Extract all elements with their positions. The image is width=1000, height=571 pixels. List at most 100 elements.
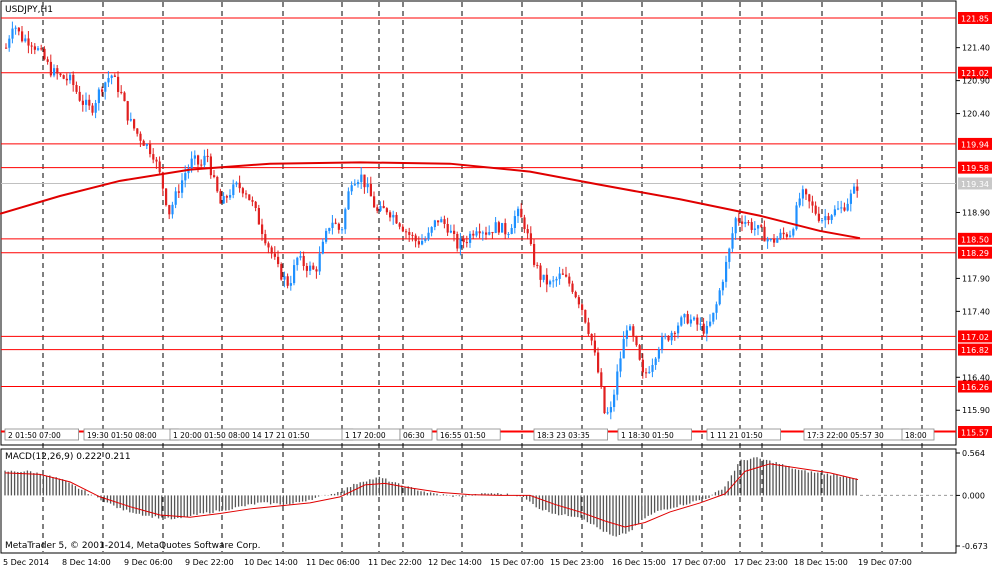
time-axis-label: 10 Dec 14:00 <box>244 558 298 567</box>
candle-body <box>27 38 30 46</box>
candle-body <box>581 304 584 310</box>
candle-body <box>49 61 52 76</box>
level-price-tag <box>958 232 992 245</box>
candle-body <box>603 386 606 414</box>
macd-tick-label: 0.564 <box>962 449 985 458</box>
candle-body <box>840 207 843 209</box>
candle-body <box>129 119 132 121</box>
candle-body <box>814 205 817 214</box>
candle-body <box>145 144 148 146</box>
candle-body <box>357 182 360 185</box>
candle-body <box>59 73 62 76</box>
candle-body <box>443 219 446 224</box>
candle-body <box>216 176 219 192</box>
price-tick-label: 116.40 <box>962 373 990 382</box>
event-marker-box <box>4 428 79 441</box>
candle-body <box>241 188 244 194</box>
level-price-tag <box>958 12 992 24</box>
event-marker-label: 17:3 22:00 05:57 30 <box>807 431 884 440</box>
event-marker-label: 1 11 21 01:50 <box>710 431 763 440</box>
candle-body <box>341 229 344 231</box>
candle-body <box>654 358 657 365</box>
candle-body <box>136 128 139 134</box>
candle-body <box>449 230 452 233</box>
price-tag-label: 118.50 <box>961 235 989 244</box>
candle-body <box>94 103 97 113</box>
candle-body <box>392 214 395 218</box>
candle-body <box>200 164 203 166</box>
candle-body <box>235 182 238 185</box>
candle-body <box>680 317 683 326</box>
candle-body <box>485 232 488 235</box>
candle-body <box>107 77 110 83</box>
time-axis-label: 12 Dec 14:00 <box>428 558 482 567</box>
candle-body <box>75 85 78 92</box>
candle-body <box>8 38 11 48</box>
candle-body <box>488 232 491 235</box>
candle-body <box>197 155 200 165</box>
time-axis-label: 15 Dec 07:00 <box>490 558 544 567</box>
event-marker-label: 18:3 23 03:35 <box>537 431 590 440</box>
candle-body <box>88 99 91 106</box>
candle-body <box>645 372 648 374</box>
candle-body <box>344 209 347 230</box>
macd-label: MACD(12,26,9) 0.222 0.211 <box>5 452 131 462</box>
candle-body <box>174 191 177 205</box>
candle-body <box>801 189 804 199</box>
candle-body <box>517 208 520 217</box>
candle-body <box>622 338 625 359</box>
candle-body <box>465 242 468 244</box>
candle-body <box>395 214 398 224</box>
candle-body <box>97 89 100 104</box>
candle-body <box>561 273 564 275</box>
candle-body <box>673 332 676 334</box>
event-marker-label: 1 18:30 01:50 <box>621 431 674 440</box>
candle-body <box>741 221 744 224</box>
candle-body <box>552 280 555 282</box>
candle-body <box>753 228 756 230</box>
candle-body <box>683 314 686 318</box>
candle-body <box>734 218 737 234</box>
candle-body <box>501 223 504 233</box>
candle-body <box>248 194 251 201</box>
candle-body <box>264 234 267 244</box>
price-tick-label: 117.40 <box>962 307 990 316</box>
candle-body <box>699 323 702 325</box>
level-price-tag <box>958 246 992 259</box>
candle-body <box>715 304 718 313</box>
candle-body <box>545 274 548 285</box>
candle-body <box>139 133 142 141</box>
candle-body <box>161 172 164 189</box>
candle-body <box>757 225 760 229</box>
candle-body <box>763 226 766 242</box>
price-tick-label: 121.40 <box>962 44 990 53</box>
candle-body <box>462 238 465 243</box>
candle-body <box>712 312 715 322</box>
time-axis-label: 11 Dec 22:00 <box>368 558 422 567</box>
current-price-tag <box>958 177 992 190</box>
candle-body <box>382 206 385 209</box>
candle-body <box>350 185 353 192</box>
level-price-tag <box>958 137 992 150</box>
candle-body <box>702 323 705 334</box>
candle-body <box>613 394 616 408</box>
candle-body <box>725 261 728 282</box>
candle-body <box>718 290 721 305</box>
candle-body <box>193 155 196 159</box>
candle-body <box>459 238 462 249</box>
price-tag-label: 119.94 <box>961 140 989 149</box>
candle-body <box>440 219 443 223</box>
candle-body <box>283 276 286 280</box>
candle-body <box>539 265 542 280</box>
candle-body <box>56 68 59 74</box>
candle-body <box>190 158 193 169</box>
candle-body <box>766 239 769 242</box>
candle-body <box>273 253 276 257</box>
candle-body <box>574 291 577 298</box>
price-tag-label: 119.58 <box>961 164 989 173</box>
candle-body <box>331 222 334 229</box>
moving-average-line <box>0 161 861 240</box>
candle-body <box>504 223 507 235</box>
